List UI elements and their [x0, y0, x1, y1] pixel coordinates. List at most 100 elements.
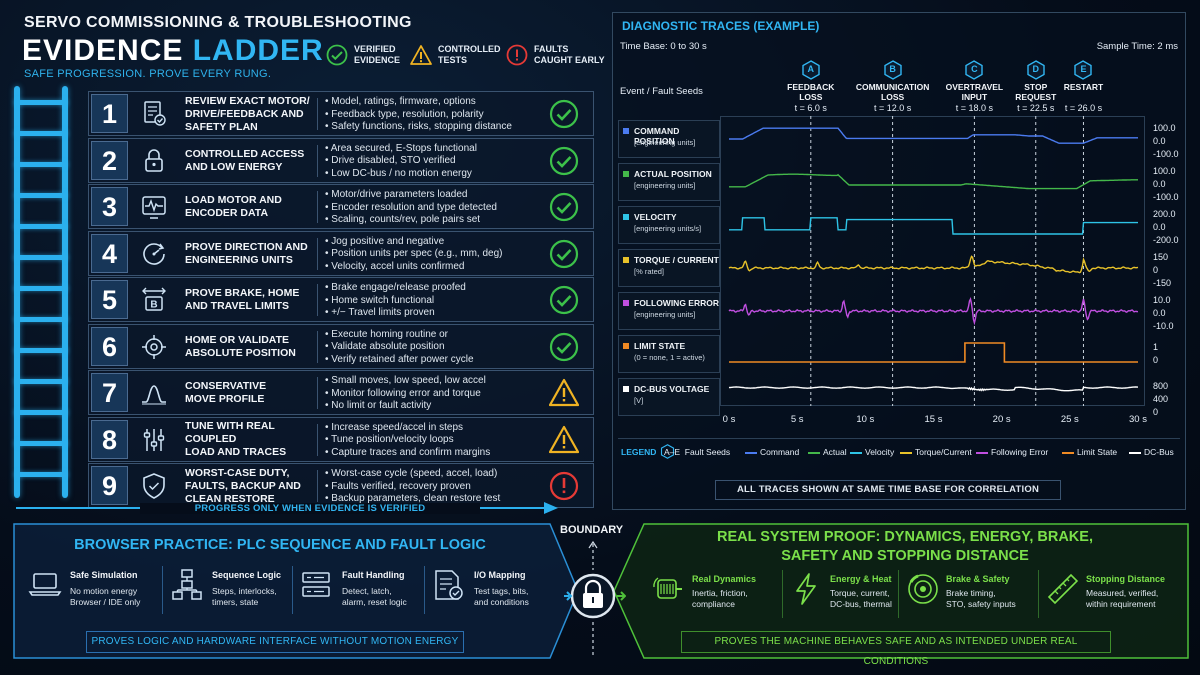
seed-letter: E: [1080, 64, 1087, 74]
step-bullet: +/− Travel limits proven: [325, 307, 543, 320]
signal-scale: 10.0 0.0 -10.0: [1153, 294, 1187, 333]
step-title-line: ENCODER DATA: [185, 207, 269, 219]
scale-value: 10.0: [1153, 295, 1171, 305]
real-item-text: Inertia, friction, compliance: [692, 588, 748, 610]
legend-swatch: [745, 452, 757, 454]
ladder-rung: [14, 472, 68, 477]
browser-item-3: I/O Mapping Test tags, bits, and condition…: [424, 566, 560, 618]
legend-item-label: Actual: [823, 447, 847, 457]
time-base: Time Base: 0 to 30 s: [620, 41, 707, 52]
seed-hexagon-icon: [1073, 60, 1093, 80]
legend-faults: FAULTS CAUGHT EARLY: [506, 44, 605, 66]
signal-unit: (0 = none, 1 = active): [634, 353, 705, 362]
signal-color-swatch: [623, 343, 629, 349]
step-number: 9: [91, 466, 128, 505]
step-title-line: LOAD AND TRACES: [185, 446, 287, 458]
step-bullets: Worst-case cycle (speed, accel, load)Fau…: [325, 468, 543, 506]
scale-value: -100.0: [1153, 192, 1179, 202]
browser-item-line: alarm, reset logic: [342, 597, 407, 607]
legend-item-label: Velocity: [865, 447, 895, 457]
step-title: PROVE BRAKE, HOME AND TRAVEL LIMITS: [185, 284, 313, 316]
scale-value: -10.0: [1153, 321, 1174, 331]
browser-item-line: Steps, interlocks,: [212, 586, 277, 596]
browser-item-2: Fault Handling Detect, latch, alarm, reset…: [292, 566, 428, 618]
header-subtitle: SAFE PROGRESSION. PROVE EVERY RUNG.: [24, 68, 272, 80]
scale-value: 0.0: [1153, 222, 1166, 232]
scale-value: 0.0: [1153, 136, 1166, 146]
step-divider: [317, 237, 318, 270]
step-bullets: Jog positive and negativePosition units …: [325, 236, 543, 274]
step-divider: [317, 423, 318, 456]
legend-swatch: [976, 452, 988, 454]
step-bullets: Brake engage/release proofedHome switch …: [325, 282, 543, 320]
ladder-left-rail: [14, 86, 20, 498]
legend-controlled: CONTROLLED TESTS: [410, 44, 501, 66]
step-bullets: Motor/drive parameters loadedEncoder res…: [325, 189, 543, 227]
legend-swatch: [900, 452, 912, 454]
seeds-header: Event / Fault Seeds: [620, 86, 703, 97]
seed-letter: D: [1032, 64, 1040, 74]
step-bullet: Jog positive and negative: [325, 236, 543, 249]
step-bullet: Backup parameters, clean restore test: [325, 493, 543, 506]
error-circle-icon: [506, 44, 528, 66]
motion-profile-icon: [140, 379, 168, 407]
step-bullet: Encoder resolution and type detected: [325, 202, 543, 215]
step-bullet: Scaling, counts/rev, pole pairs set: [325, 214, 543, 227]
ladder-rung: [14, 410, 68, 415]
step-title-line: AND TRAVEL LIMITS: [185, 300, 290, 312]
legend-swatch: [850, 452, 862, 454]
check-circle-icon: [326, 44, 348, 66]
seed-time: t = 26.0 s: [1064, 103, 1103, 113]
browser-item-divider: [292, 566, 293, 614]
real-item-divider: [1038, 570, 1039, 618]
real-item-0: Real Dynamics Inertia, friction, complianc…: [652, 570, 792, 622]
seed-time: t = 22.5 s: [1017, 103, 1055, 113]
real-item-line: Measured, verified,: [1086, 588, 1159, 598]
ladder-right-rail: [62, 86, 68, 498]
real-item-title: Stopping Distance: [1086, 574, 1166, 584]
real-item-title: Energy & Heat: [830, 574, 892, 584]
ladder-rung: [14, 100, 68, 105]
step-bullet: Monitor following error and torque: [325, 388, 543, 401]
step-title: WORST-CASE DUTY, FAULTS, BACKUP AND CLEAN …: [185, 467, 313, 505]
step-title: CONSERVATIVE MOVE PROFILE: [185, 377, 313, 409]
scale-value: 1: [1153, 342, 1159, 352]
step-title-line: MOVE PROFILE: [185, 393, 265, 405]
page-title: EVIDENCE LADDER: [22, 34, 324, 68]
trace-3: [728, 255, 1139, 274]
real-item-title: Real Dynamics: [692, 574, 757, 584]
signal-label-0: COMMAND POSITION [engineering units]: [618, 120, 720, 158]
signal-scale: 150 0 -150: [1153, 251, 1187, 290]
ladder-rung: [14, 131, 68, 136]
legend-item-label: Torque/Current: [915, 447, 972, 457]
step-9: 9 WORST-CASE DUTY, FAULTS, BACKUP AND CLEAN…: [88, 463, 594, 508]
scale-value: 800: [1153, 381, 1169, 391]
step-title-line: CONSERVATIVE: [185, 380, 267, 392]
real-item-2: Brake & Safety Brake timing, STO, safety i…: [898, 570, 1046, 622]
browser-item-divider: [424, 566, 425, 614]
signal-name: VELOCITY: [634, 212, 677, 222]
step-divider: [317, 470, 318, 502]
signal-name: ACTUAL POSITION: [634, 169, 712, 179]
seed-hexagon-icon: [964, 60, 984, 80]
boundary-label: BOUNDARY: [560, 524, 624, 536]
direction-gauge-icon: [140, 240, 168, 268]
signal-label-1: ACTUAL POSITION [engineering units]: [618, 163, 720, 201]
time-tick-label: 5 s: [790, 414, 804, 425]
scale-value: -150: [1153, 278, 1172, 288]
step-title-line: PROVE BRAKE, HOME: [185, 287, 300, 299]
time-tick-label: 25 s: [1060, 414, 1079, 425]
step-bullet: Brake engage/release proofed: [325, 282, 543, 295]
seed-name-line: RESTART: [1063, 82, 1104, 92]
step-title-line: TUNE WITH REAL COUPLED: [185, 420, 275, 445]
signal-color-swatch: [623, 300, 629, 306]
ladder-rung: [14, 441, 68, 446]
legend-swatch: [808, 452, 820, 454]
step-divider: [317, 377, 318, 409]
step-divider: [317, 144, 318, 177]
legend-swatch: [1129, 452, 1141, 454]
real-item-title: Brake & Safety: [946, 574, 1010, 584]
seed-name-line: LOSS: [881, 92, 905, 102]
signal-name: FOLLOWING ERROR: [634, 298, 719, 308]
status-verified-icon: [549, 146, 579, 176]
